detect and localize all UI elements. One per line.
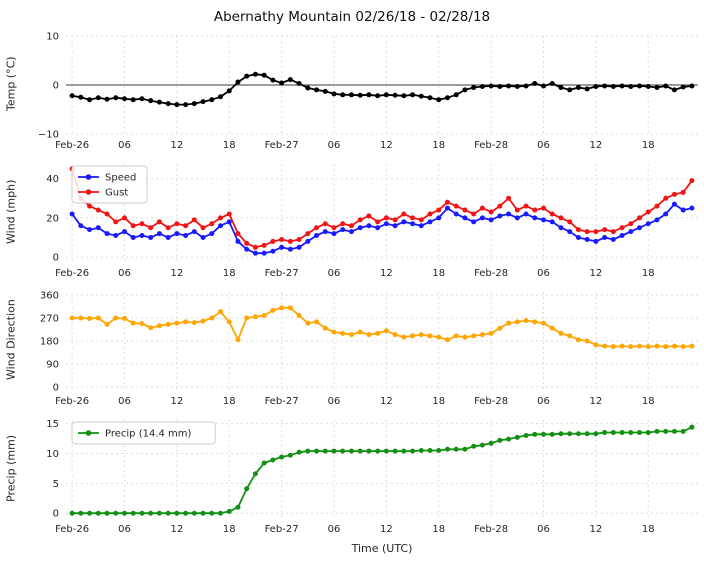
x-tick-label: Feb-26 (55, 268, 89, 279)
x-tick-label: 06 (537, 140, 550, 151)
x-tick-label: 12 (380, 524, 393, 535)
x-tick-label: Feb-28 (474, 524, 508, 535)
temp-subplot: Temp (°C) 10 0 −10 Feb-26 06 12 18 Feb-27 06 12 18… (0, 30, 704, 158)
x-tick-label: Feb-26 (55, 396, 89, 407)
x-tick-label: 06 (537, 268, 550, 279)
x-tick-label: 12 (170, 524, 183, 535)
legend-label: Speed (105, 173, 136, 184)
y-tick-label: 10 (46, 32, 59, 43)
y-tick-label: 15 (46, 419, 59, 430)
x-tick-label: 18 (223, 268, 236, 279)
x-tick-label: 18 (223, 140, 236, 151)
temp-series (69, 71, 695, 108)
x-tick-label: Feb-26 (55, 524, 89, 535)
x-tick-label: 12 (380, 396, 393, 407)
x-tick-label: 12 (590, 396, 603, 407)
x-tick-label: 06 (328, 524, 341, 535)
x-tick-label: 06 (328, 268, 341, 279)
x-tick-label: Feb-27 (265, 140, 299, 151)
x-tick-label: 06 (118, 140, 131, 151)
chart-title: Abernathy Mountain 02/26/18 - 02/28/18 (213, 9, 491, 25)
x-tick-label: 06 (537, 396, 550, 407)
x-tick-label: 06 (118, 524, 131, 535)
x-tick-label: 06 (537, 524, 550, 535)
x-tick-label: 18 (432, 268, 445, 279)
x-tick-label: Feb-27 (265, 524, 299, 535)
figure: Abernathy Mountain 02/26/18 - 02/28/18 T… (0, 9, 704, 555)
x-tick-labels: Feb-26 06 12 18 Feb-27 06 12 18 Feb-28 06 12 18 (55, 140, 655, 151)
x-tick-label: 12 (590, 140, 603, 151)
y-tick-labels: 0 5 10 15 (46, 419, 59, 520)
x-tick-label: 12 (380, 140, 393, 151)
wind-y-axis-label: Wind (mph) (4, 179, 18, 245)
x-tick-label: 18 (223, 524, 236, 535)
y-tick-label: −10 (38, 130, 59, 141)
y-tick-label: 90 (46, 359, 59, 370)
x-tick-label: 06 (328, 396, 341, 407)
x-tick-labels: Feb-26 06 12 18 Feb-27 06 12 18 Feb-28 06 12 18 (55, 268, 655, 279)
y-tick-label: 40 (46, 174, 59, 185)
x-tick-label: 12 (170, 268, 183, 279)
wind-subplot: Wind (mph) 0 20 40 Feb-26 06 12 18 Feb-27 06 12 18… (0, 158, 704, 286)
gridlines (66, 164, 698, 262)
x-tick-label: 18 (642, 140, 655, 151)
legend-label: Gust (105, 188, 128, 199)
wind-direction-y-axis-label: Wind Direction (4, 299, 18, 381)
wind-direction-subplot: Wind Direction 0 90 180 270 360 Feb-26 06 12 18 F… (0, 286, 704, 414)
gridlines (66, 292, 698, 390)
x-tick-label: 18 (432, 524, 445, 535)
x-axis-label: Time (UTC) (351, 542, 413, 555)
precip-chart: 0 5 10 15 Feb-26 06 12 18 Feb-27 06 12 18 Feb-28 06 12… (46, 419, 698, 535)
x-tick-label: 18 (432, 140, 445, 151)
y-tick-label: 5 (53, 479, 59, 490)
x-tick-label: 12 (170, 396, 183, 407)
x-tick-label: 18 (642, 396, 655, 407)
wind-chart: 0 20 40 Feb-26 06 12 18 Feb-27 06 12 18 Feb-28 06 12 1… (46, 164, 698, 279)
legend: Precip (14.4 mm) (71, 421, 216, 445)
x-tick-labels: Feb-26 06 12 18 Feb-27 06 12 18 Feb-28 06 12 18 (55, 524, 655, 535)
legend: Speed Gust (71, 165, 148, 204)
x-tick-label: Feb-28 (474, 140, 508, 151)
y-tick-labels: 10 0 −10 (38, 32, 59, 141)
y-tick-label: 270 (40, 314, 59, 325)
x-tick-label: 12 (170, 140, 183, 151)
y-tick-label: 180 (40, 337, 59, 348)
y-tick-label: 10 (46, 449, 59, 460)
precip-y-axis-label: Precip (mm) (4, 434, 18, 502)
gust-series (69, 166, 695, 250)
y-tick-labels: 0 90 180 270 360 (40, 291, 59, 394)
y-tick-labels: 0 20 40 (46, 174, 59, 263)
y-tick-label: 0 (53, 509, 59, 520)
speed-series (69, 201, 695, 256)
temp-y-axis-label: Temp (°C) (4, 56, 18, 112)
x-tick-labels: Feb-26 06 12 18 Feb-27 06 12 18 Feb-28 06 12 18 (55, 396, 655, 407)
x-tick-label: 06 (118, 396, 131, 407)
x-tick-label: 18 (432, 396, 445, 407)
x-tick-label: Feb-28 (474, 268, 508, 279)
x-tick-label: 12 (590, 524, 603, 535)
x-tick-label: 18 (642, 524, 655, 535)
x-tick-label: 06 (328, 140, 341, 151)
x-tick-label: 12 (380, 268, 393, 279)
precip-series (69, 424, 695, 516)
x-tick-label: 06 (118, 268, 131, 279)
x-tick-label: Feb-27 (265, 268, 299, 279)
x-tick-label: Feb-27 (265, 396, 299, 407)
y-tick-label: 20 (46, 213, 59, 224)
y-tick-label: 360 (40, 291, 59, 302)
legend-label: Precip (14.4 mm) (105, 429, 192, 440)
x-tick-label: Feb-28 (474, 396, 508, 407)
y-tick-label: 0 (53, 382, 59, 393)
direction-series (69, 305, 695, 350)
x-tick-label: 12 (590, 268, 603, 279)
y-tick-label: 0 (53, 253, 59, 264)
x-tick-label: 18 (223, 396, 236, 407)
y-tick-label: 0 (53, 81, 59, 92)
x-tick-label: 18 (642, 268, 655, 279)
x-tick-label: Feb-26 (55, 140, 89, 151)
precip-subplot: Precip (mm) 0 5 10 15 Feb-26 06 12 18 Feb-27 06 12… (0, 414, 704, 542)
